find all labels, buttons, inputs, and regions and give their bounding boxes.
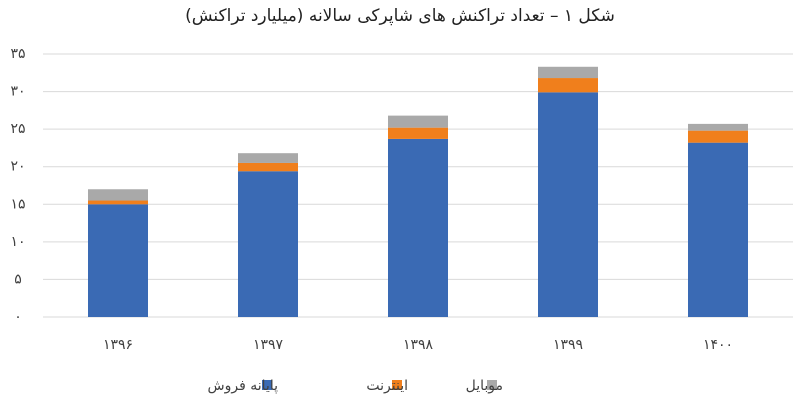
bar-segment xyxy=(238,153,298,163)
bar-segment xyxy=(688,123,748,131)
y-tick-label: ۲۵ xyxy=(10,121,25,137)
bar-segment xyxy=(88,200,148,205)
y-tick-label: ۲۰ xyxy=(10,159,25,175)
bar-segment xyxy=(538,92,598,317)
x-tick-label: ۱۳۹۹ xyxy=(553,337,583,353)
x-tick-label: ۱۴۰۰ xyxy=(703,337,733,353)
y-tick-label: ۱۵ xyxy=(10,196,25,212)
y-tick-label: ۳۰ xyxy=(10,84,25,100)
bar-segment xyxy=(538,78,598,93)
y-tick-label: ۰ xyxy=(14,309,22,325)
bar-segment xyxy=(388,115,448,128)
legend-label: موبایل xyxy=(466,378,503,394)
bar-segment xyxy=(238,162,298,172)
bar-segment xyxy=(88,189,148,201)
x-tick-label: ۱۳۹۸ xyxy=(403,337,434,353)
legend-label: اینترنت xyxy=(366,378,408,394)
legend-swatch xyxy=(487,380,497,390)
bar-segment xyxy=(388,127,448,139)
x-tick-label: ۱۳۹۷ xyxy=(253,337,284,353)
bar-segment xyxy=(238,171,298,317)
y-tick-label: ۳۵ xyxy=(10,46,25,62)
legend-label: پایانه فروش xyxy=(208,378,279,394)
bar-segment xyxy=(688,142,748,317)
y-tick-label: ۵ xyxy=(14,271,22,287)
bar-segment xyxy=(538,66,598,79)
chart-title: شکل ۱ – تعداد تراکنش های شاپرکی سالانه (… xyxy=(185,6,615,26)
bar-segment xyxy=(388,138,448,317)
x-tick-label: ۱۳۹۶ xyxy=(103,337,133,353)
legend-swatch xyxy=(392,380,402,390)
bar-segment xyxy=(88,204,148,317)
bar-segment xyxy=(688,130,748,143)
y-tick-label: ۱۰ xyxy=(10,234,25,250)
legend-swatch xyxy=(262,380,272,390)
